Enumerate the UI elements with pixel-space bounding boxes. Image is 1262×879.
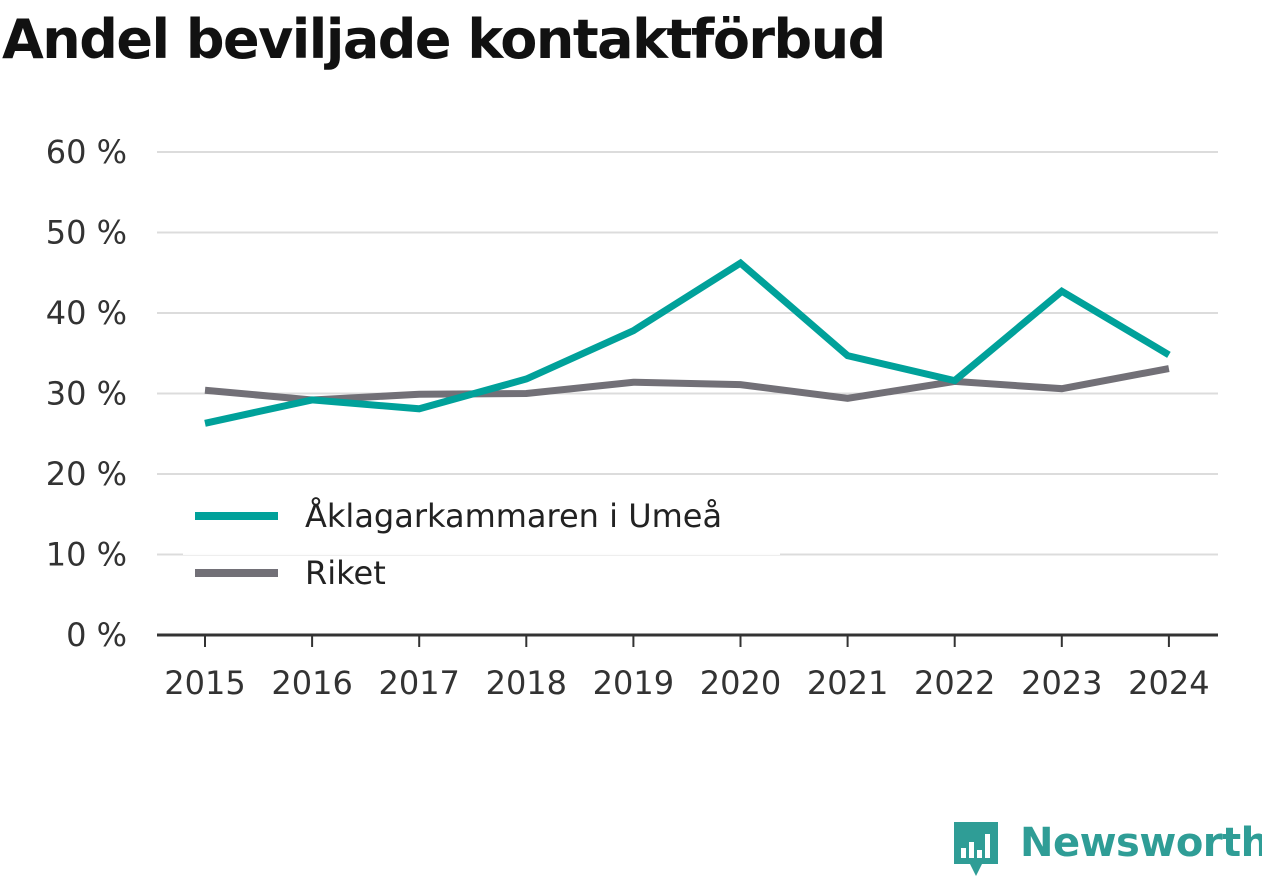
x-tick-label: 2016	[271, 664, 352, 702]
y-tick-label: 20 %	[46, 455, 127, 493]
x-tick-label: 2015	[164, 664, 245, 702]
x-tick-label: 2018	[486, 664, 567, 702]
legend-label: Åklagarkammaren i Umeå	[305, 497, 722, 535]
x-tick-label: 2023	[1021, 664, 1102, 702]
legend-background	[183, 485, 780, 555]
newsworthy-logo-icon	[954, 822, 998, 876]
y-tick-label: 40 %	[46, 294, 127, 332]
y-tick-label: 0 %	[66, 616, 127, 654]
y-axis-ticks: 0 % 10 % 20 % 30 % 40 % 50 % 60 %	[46, 133, 127, 654]
brand-name: Newsworthy	[1020, 820, 1262, 866]
series-line	[204, 365, 1170, 404]
x-axis: 2015 2016 2017 2018 2019 2020 2021 2022 2023 2024	[157, 633, 1218, 702]
y-tick-label: 60 %	[46, 133, 127, 171]
x-tick-label: 2017	[378, 664, 459, 702]
x-tick-label: 2019	[593, 664, 674, 702]
x-tick-label: 2021	[807, 664, 888, 702]
y-tick-label: 10 %	[46, 536, 127, 574]
legend-label: Riket	[305, 554, 386, 592]
series-line	[204, 258, 1171, 427]
x-tick-label: 2022	[914, 664, 995, 702]
series-lines	[204, 258, 1171, 427]
legend: Åklagarkammaren i Umeå Riket	[183, 485, 780, 592]
chart-title: Andel beviljade kontaktförbud	[2, 8, 886, 71]
x-tick-label: 2020	[700, 664, 781, 702]
y-tick-label: 50 %	[46, 214, 127, 252]
x-tick-label: 2024	[1128, 664, 1209, 702]
y-tick-label: 30 %	[46, 375, 127, 413]
brand-logo: Newsworthy	[950, 818, 1262, 878]
